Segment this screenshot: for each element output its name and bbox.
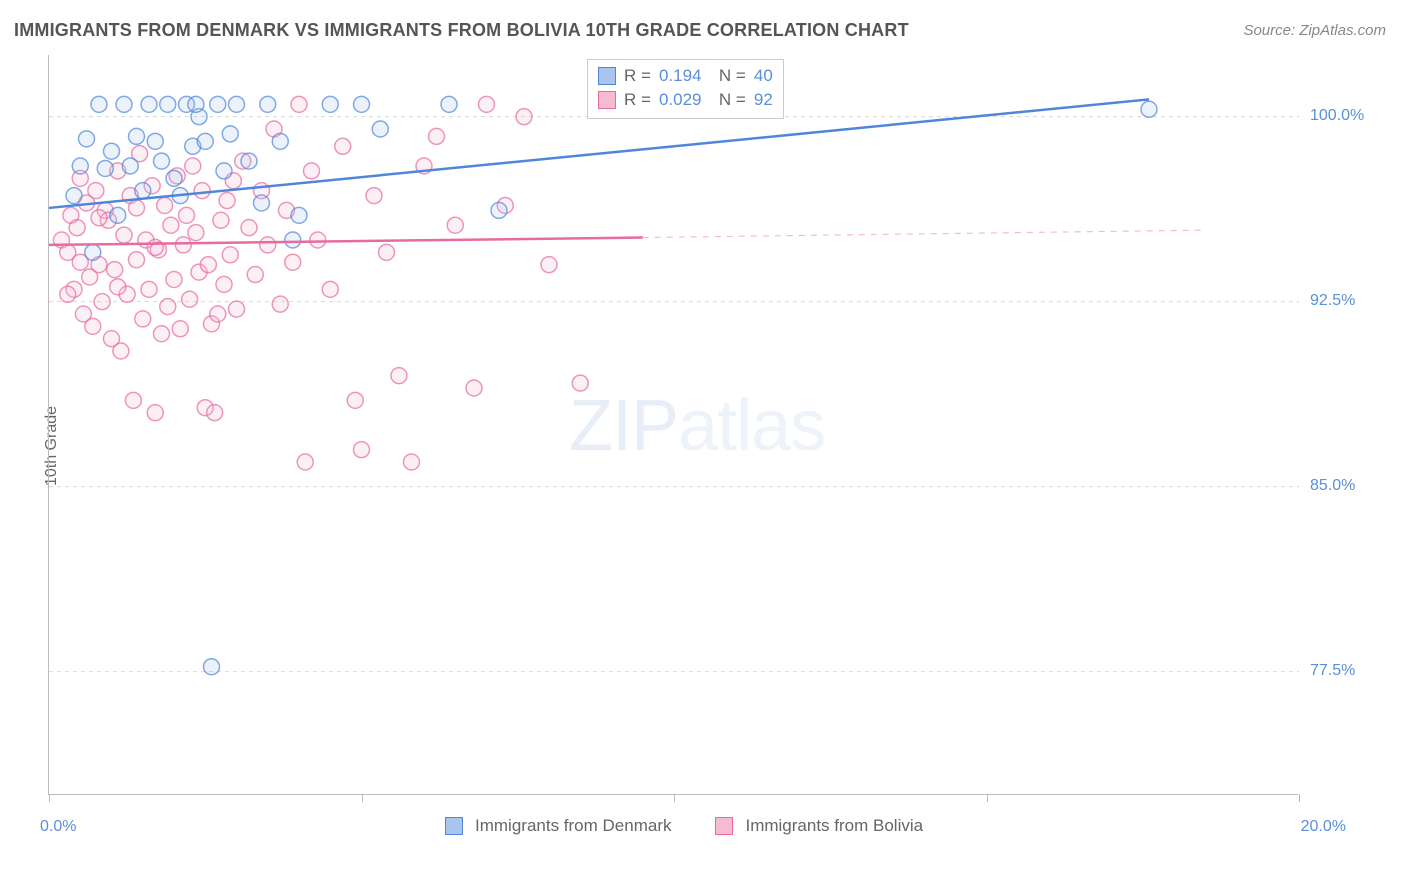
swatch-bolivia-bottom — [715, 817, 733, 835]
n-equals-label: N = — [709, 90, 745, 110]
y-tick-label: 77.5% — [1310, 662, 1355, 680]
source-attribution: Source: ZipAtlas.com — [1243, 22, 1386, 39]
chart-svg — [49, 55, 1298, 794]
x-tick — [1299, 794, 1300, 802]
legend-row-denmark: R = 0.194 N = 40 — [598, 64, 773, 88]
y-tick-label: 85.0% — [1310, 477, 1355, 495]
x-tick — [362, 794, 363, 802]
n-value-denmark: 40 — [754, 66, 773, 86]
x-tick — [49, 794, 50, 802]
r-equals-label: R = — [624, 66, 651, 86]
legend-label-bolivia: Immigrants from Bolivia — [745, 816, 923, 836]
swatch-bolivia — [598, 91, 616, 109]
n-value-bolivia: 92 — [754, 90, 773, 110]
x-tick — [674, 794, 675, 802]
legend-label-denmark: Immigrants from Denmark — [475, 816, 671, 836]
r-value-denmark: 0.194 — [659, 66, 702, 86]
x-tick — [987, 794, 988, 802]
legend-row-bolivia: R = 0.029 N = 92 — [598, 88, 773, 112]
plot-area: ZIPatlas R = 0.194 N = 40 R = 0.029 N = — [48, 55, 1298, 795]
x-axis-max-label: 20.0% — [1301, 818, 1346, 836]
r-equals-label: R = — [624, 90, 651, 110]
chart-title: IMMIGRANTS FROM DENMARK VS IMMIGRANTS FR… — [14, 20, 909, 41]
swatch-denmark — [598, 67, 616, 85]
series-legend: Immigrants from Denmark Immigrants from … — [445, 816, 923, 836]
r-value-bolivia: 0.029 — [659, 90, 702, 110]
x-axis-min-label: 0.0% — [40, 818, 76, 836]
y-tick-label: 100.0% — [1310, 107, 1364, 125]
n-equals-label: N = — [709, 66, 745, 86]
correlation-legend: R = 0.194 N = 40 R = 0.029 N = 92 — [587, 59, 784, 119]
swatch-denmark-bottom — [445, 817, 463, 835]
y-tick-label: 92.5% — [1310, 292, 1355, 310]
